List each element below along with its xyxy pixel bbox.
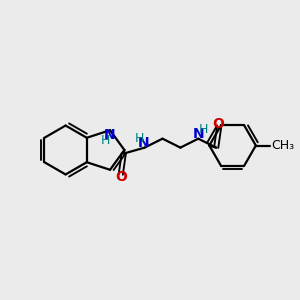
- Text: O: O: [115, 170, 127, 184]
- Text: O: O: [212, 117, 224, 131]
- Text: N: N: [193, 127, 205, 141]
- Text: CH₃: CH₃: [272, 139, 295, 152]
- Text: H: H: [199, 123, 208, 136]
- Text: H: H: [100, 134, 110, 148]
- Text: N: N: [138, 136, 150, 150]
- Text: H: H: [135, 132, 144, 145]
- Text: N: N: [104, 128, 116, 142]
